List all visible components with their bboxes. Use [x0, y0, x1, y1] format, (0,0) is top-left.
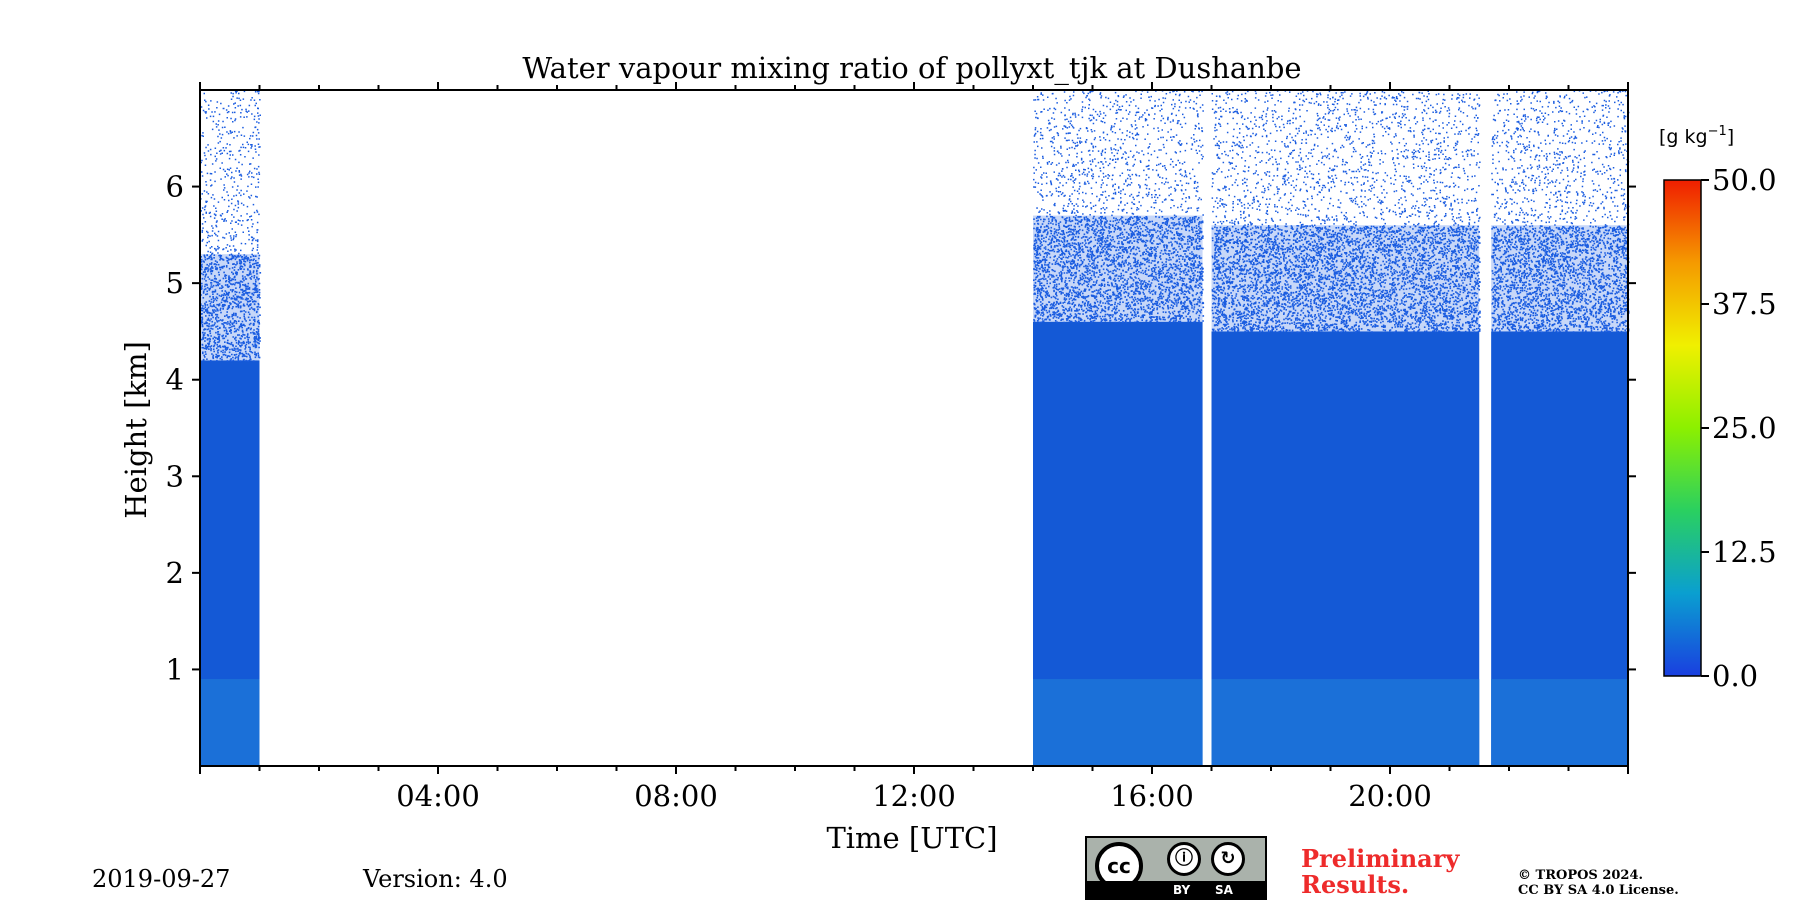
y-tick-label: 5 — [166, 266, 184, 300]
x-tick-label: 16:00 — [1110, 779, 1194, 813]
chart-title: Water vapour mixing ratio of pollyxt_tjk… — [522, 51, 1301, 86]
plot-area — [199, 89, 1630, 767]
license-sa-label: SA — [1215, 883, 1233, 897]
license-by-label: BY — [1173, 883, 1191, 897]
colorbar: 0.0 12.5 25.0 37.5 50.0 [g kg−1] — [1659, 124, 1777, 693]
x-axis-label: Time [UTC] — [826, 821, 997, 855]
measurement-segment — [200, 90, 262, 766]
cc-license-badge: cc ⓘ ↻ BY SA — [1085, 836, 1267, 900]
colorbar-unit-label: [g kg−1] — [1659, 124, 1734, 148]
preliminary-line-1: Preliminary — [1301, 844, 1460, 873]
x-tick-label: 20:00 — [1348, 779, 1432, 813]
share-alike-icon: ↻ — [1211, 842, 1245, 876]
segment-surface-band — [200, 679, 260, 766]
footer-version: Version: 4.0 — [363, 865, 508, 893]
attribution-person-icon: ⓘ — [1167, 842, 1201, 876]
license-bar — [1087, 881, 1265, 898]
segment-surface-band — [1211, 679, 1480, 766]
y-tick-label: 3 — [166, 459, 184, 493]
segment-speckles — [200, 90, 262, 362]
x-tick-label: 12:00 — [872, 779, 956, 813]
measurement-segment — [1033, 90, 1205, 766]
footer-date: 2019-09-27 — [92, 865, 231, 893]
y-tick-label: 2 — [166, 556, 184, 590]
y-axis: 1 2 3 4 5 6 — [166, 170, 1636, 686]
measurement-segment — [1491, 90, 1630, 766]
x-tick-label: 08:00 — [634, 779, 718, 813]
measurement-segment — [1211, 90, 1481, 766]
colorbar-tick-label: 12.5 — [1712, 535, 1777, 569]
preliminary-line-2: Results. — [1301, 870, 1410, 899]
colorbar-scale — [1663, 179, 1702, 677]
preliminary-results-note: Preliminary Results. — [1301, 846, 1459, 898]
segment-surface-band — [1033, 679, 1203, 766]
colorbar-tick-label: 25.0 — [1712, 411, 1777, 445]
y-tick-label: 4 — [166, 363, 184, 397]
x-axis: 04:00 08:00 12:00 16:00 20:00 — [199, 82, 1629, 813]
segment-surface-band — [1491, 679, 1628, 766]
y-axis-label: Height [km] — [119, 341, 153, 519]
x-tick-label: 04:00 — [396, 779, 480, 813]
copyright-line-1: © TROPOS 2024. — [1518, 868, 1644, 883]
y-tick-label: 1 — [166, 652, 184, 686]
colorbar-tick-label: 37.5 — [1712, 287, 1777, 321]
y-tick-label: 6 — [166, 170, 184, 204]
copyright-note: © TROPOS 2024. CC BY SA 4.0 License. — [1518, 868, 1679, 898]
colorbar-tick-label: 50.0 — [1712, 163, 1777, 197]
segment-speckles — [1211, 90, 1481, 333]
copyright-line-2: CC BY SA 4.0 License. — [1518, 883, 1679, 898]
segment-speckles — [1033, 90, 1205, 324]
colorbar-tick-label: 0.0 — [1712, 659, 1758, 693]
segment-speckles — [1491, 90, 1630, 333]
